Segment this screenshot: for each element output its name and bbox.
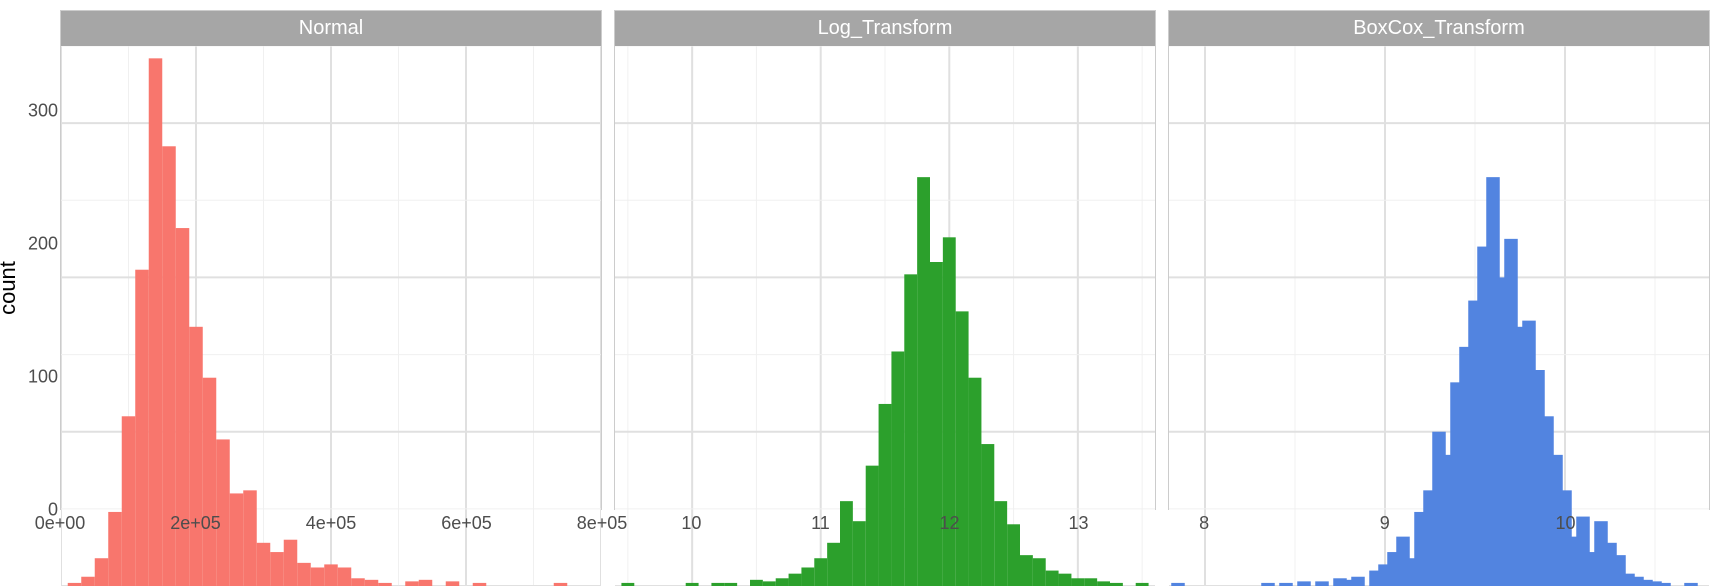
facet-strip: Log_Transform <box>615 11 1155 46</box>
x-axis-panel: 8 9 10 <box>1168 513 1710 553</box>
y-axis-ticks: 0100200300 <box>22 44 58 510</box>
y-tick: 300 <box>28 100 58 121</box>
x-tick: 4e+05 <box>306 513 357 534</box>
x-tick: 9 <box>1380 513 1390 534</box>
x-tick: 2e+05 <box>170 513 221 534</box>
plot-area <box>1169 46 1709 586</box>
facet-strip: BoxCox_Transform <box>1169 11 1709 46</box>
facet-panel: Normal <box>60 10 602 510</box>
plot-area <box>61 46 601 586</box>
x-tick: 8 <box>1199 513 1209 534</box>
facet-panel: Log_Transform <box>614 10 1156 510</box>
x-tick: 12 <box>940 513 960 534</box>
y-axis-label: count <box>0 261 21 315</box>
facet-panel: BoxCox_Transform <box>1168 10 1710 510</box>
x-axis-panel: 10 11 12 13 <box>614 513 1156 553</box>
x-axis-panel: 0e+002e+054e+056e+058e+05 <box>60 513 602 553</box>
x-tick: 10 <box>1555 513 1575 534</box>
x-tick: 13 <box>1069 513 1089 534</box>
x-axis-ticks-row: 0e+002e+054e+056e+058e+05101112138910 <box>60 513 1710 553</box>
x-tick: 10 <box>681 513 701 534</box>
x-tick: 0e+00 <box>35 513 86 534</box>
x-tick: 6e+05 <box>441 513 492 534</box>
facet-row: Normal Log_Transform BoxCox_Transform <box>60 10 1710 510</box>
y-tick: 100 <box>28 366 58 387</box>
plot-area <box>615 46 1155 586</box>
x-tick: 11 <box>811 513 830 534</box>
facet-strip: Normal <box>61 11 601 46</box>
y-tick: 200 <box>28 233 58 254</box>
